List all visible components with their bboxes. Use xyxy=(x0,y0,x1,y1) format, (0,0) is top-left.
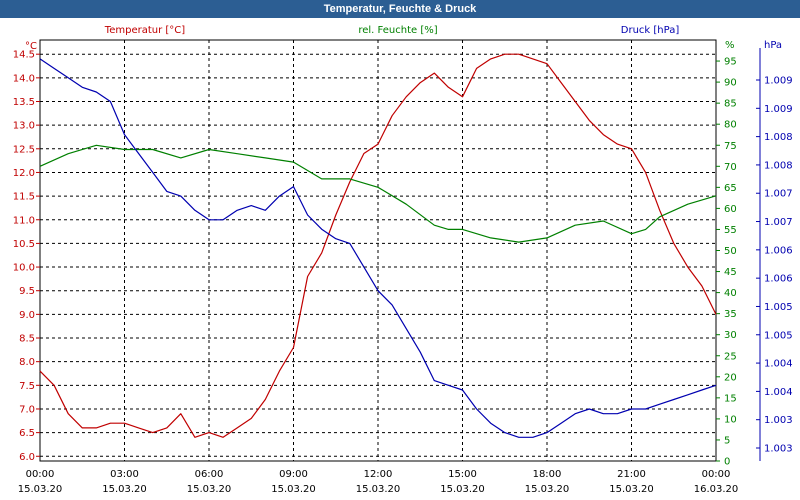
pressure-tick-label: 1.009 xyxy=(764,76,793,87)
pressure-tick-label: 1.004 xyxy=(764,387,793,398)
temperature-tick-label: 14.5 xyxy=(13,50,35,61)
pressure-tick-label: 1.008 xyxy=(764,160,793,171)
humidity-tick-label: 90 xyxy=(724,78,737,89)
window-title: Temperatur, Feuchte & Druck xyxy=(0,0,800,18)
humidity-tick-label: 40 xyxy=(724,288,737,299)
humidity-tick-label: 0 xyxy=(724,457,730,468)
pressure-tick-label: 1.005 xyxy=(764,330,793,341)
x-tick-date: 15.03.20 xyxy=(271,484,316,495)
x-tick-time: 00:00 xyxy=(702,469,731,480)
pressure-tick-label: 1.007 xyxy=(764,217,793,228)
pressure-tick-label: 1.008 xyxy=(764,132,793,143)
x-tick-date: 15.03.20 xyxy=(609,484,654,495)
x-tick-date: 15.03.20 xyxy=(102,484,147,495)
humidity-tick-label: 55 xyxy=(724,225,737,236)
humidity-unit-label: % xyxy=(725,40,735,51)
x-tick-time: 15:00 xyxy=(448,469,477,480)
temperature-tick-label: 13.5 xyxy=(13,97,35,108)
temperature-tick-label: 11.5 xyxy=(13,192,35,203)
pressure-tick-label: 1.006 xyxy=(764,274,793,285)
temperature-tick-label: 10.0 xyxy=(13,263,35,274)
temperature-tick-label: 13.0 xyxy=(13,121,35,132)
humidity-tick-label: 35 xyxy=(724,309,737,320)
x-tick-date: 15.03.20 xyxy=(440,484,485,495)
pressure-tick-label: 1.006 xyxy=(764,245,793,256)
humidity-tick-label: 15 xyxy=(724,393,737,404)
humidity-tick-label: 75 xyxy=(724,141,737,152)
pressure-tick-label: 1.007 xyxy=(764,189,793,200)
temperature-unit-label: °C xyxy=(25,41,37,52)
temperature-tick-label: 10.5 xyxy=(13,239,35,250)
pressure-tick-label: 1.009 xyxy=(764,104,793,115)
humidity-axis-title: rel. Feuchte [%] xyxy=(358,25,437,36)
humidity-tick-label: 50 xyxy=(724,246,737,257)
humidity-tick-label: 30 xyxy=(724,330,737,341)
humidity-tick-label: 85 xyxy=(724,99,737,110)
temperature-tick-label: 11.0 xyxy=(13,215,35,226)
humidity-tick-label: 60 xyxy=(724,204,737,215)
x-tick-time: 21:00 xyxy=(617,469,646,480)
temperature-tick-label: 6.5 xyxy=(19,428,35,439)
temperature-tick-label: 6.0 xyxy=(19,452,35,463)
pressure-series-line xyxy=(39,58,717,438)
humidity-tick-label: 80 xyxy=(724,120,737,131)
x-tick-time: 00:00 xyxy=(26,469,55,480)
x-tick-date: 15.03.20 xyxy=(18,484,63,495)
temperature-tick-label: 12.0 xyxy=(13,168,35,179)
x-tick-time: 18:00 xyxy=(533,469,562,480)
temperature-tick-label: 8.0 xyxy=(19,357,35,368)
temperature-tick-label: 12.5 xyxy=(13,144,35,155)
temperature-tick-label: 9.5 xyxy=(19,286,35,297)
x-tick-date: 16.03.20 xyxy=(694,484,739,495)
x-tick-time: 06:00 xyxy=(195,469,224,480)
pressure-tick-label: 1.004 xyxy=(764,359,793,370)
humidity-tick-label: 45 xyxy=(724,267,737,278)
humidity-tick-label: 10 xyxy=(724,414,737,425)
x-tick-date: 15.03.20 xyxy=(187,484,232,495)
pressure-unit-label: hPa xyxy=(764,40,782,51)
temperature-tick-label: 9.0 xyxy=(19,310,35,321)
temperature-series-line xyxy=(39,53,717,438)
humidity-tick-label: 20 xyxy=(724,372,737,383)
pressure-tick-label: 1.003 xyxy=(764,415,793,426)
temperature-axis-title: Temperatur [°C] xyxy=(104,25,185,36)
humidity-tick-label: 70 xyxy=(724,162,737,173)
humidity-tick-label: 25 xyxy=(724,351,737,362)
humidity-tick-label: 5 xyxy=(724,435,730,446)
pressure-tick-label: 1.005 xyxy=(764,302,793,313)
temperature-tick-label: 7.0 xyxy=(19,404,35,415)
temperature-tick-label: 7.5 xyxy=(19,381,35,392)
humidity-series-line xyxy=(39,144,717,243)
x-tick-time: 12:00 xyxy=(364,469,393,480)
temperature-tick-label: 14.0 xyxy=(13,73,35,84)
humidity-tick-label: 95 xyxy=(724,57,737,68)
x-tick-date: 15.03.20 xyxy=(356,484,401,495)
x-tick-time: 09:00 xyxy=(279,469,308,480)
x-tick-time: 03:00 xyxy=(110,469,139,480)
humidity-tick-label: 65 xyxy=(724,183,737,194)
pressure-tick-label: 1.003 xyxy=(764,444,793,455)
x-tick-date: 15.03.20 xyxy=(525,484,570,495)
temperature-tick-label: 8.5 xyxy=(19,334,35,345)
pressure-axis-title: Druck [hPa] xyxy=(621,25,680,36)
